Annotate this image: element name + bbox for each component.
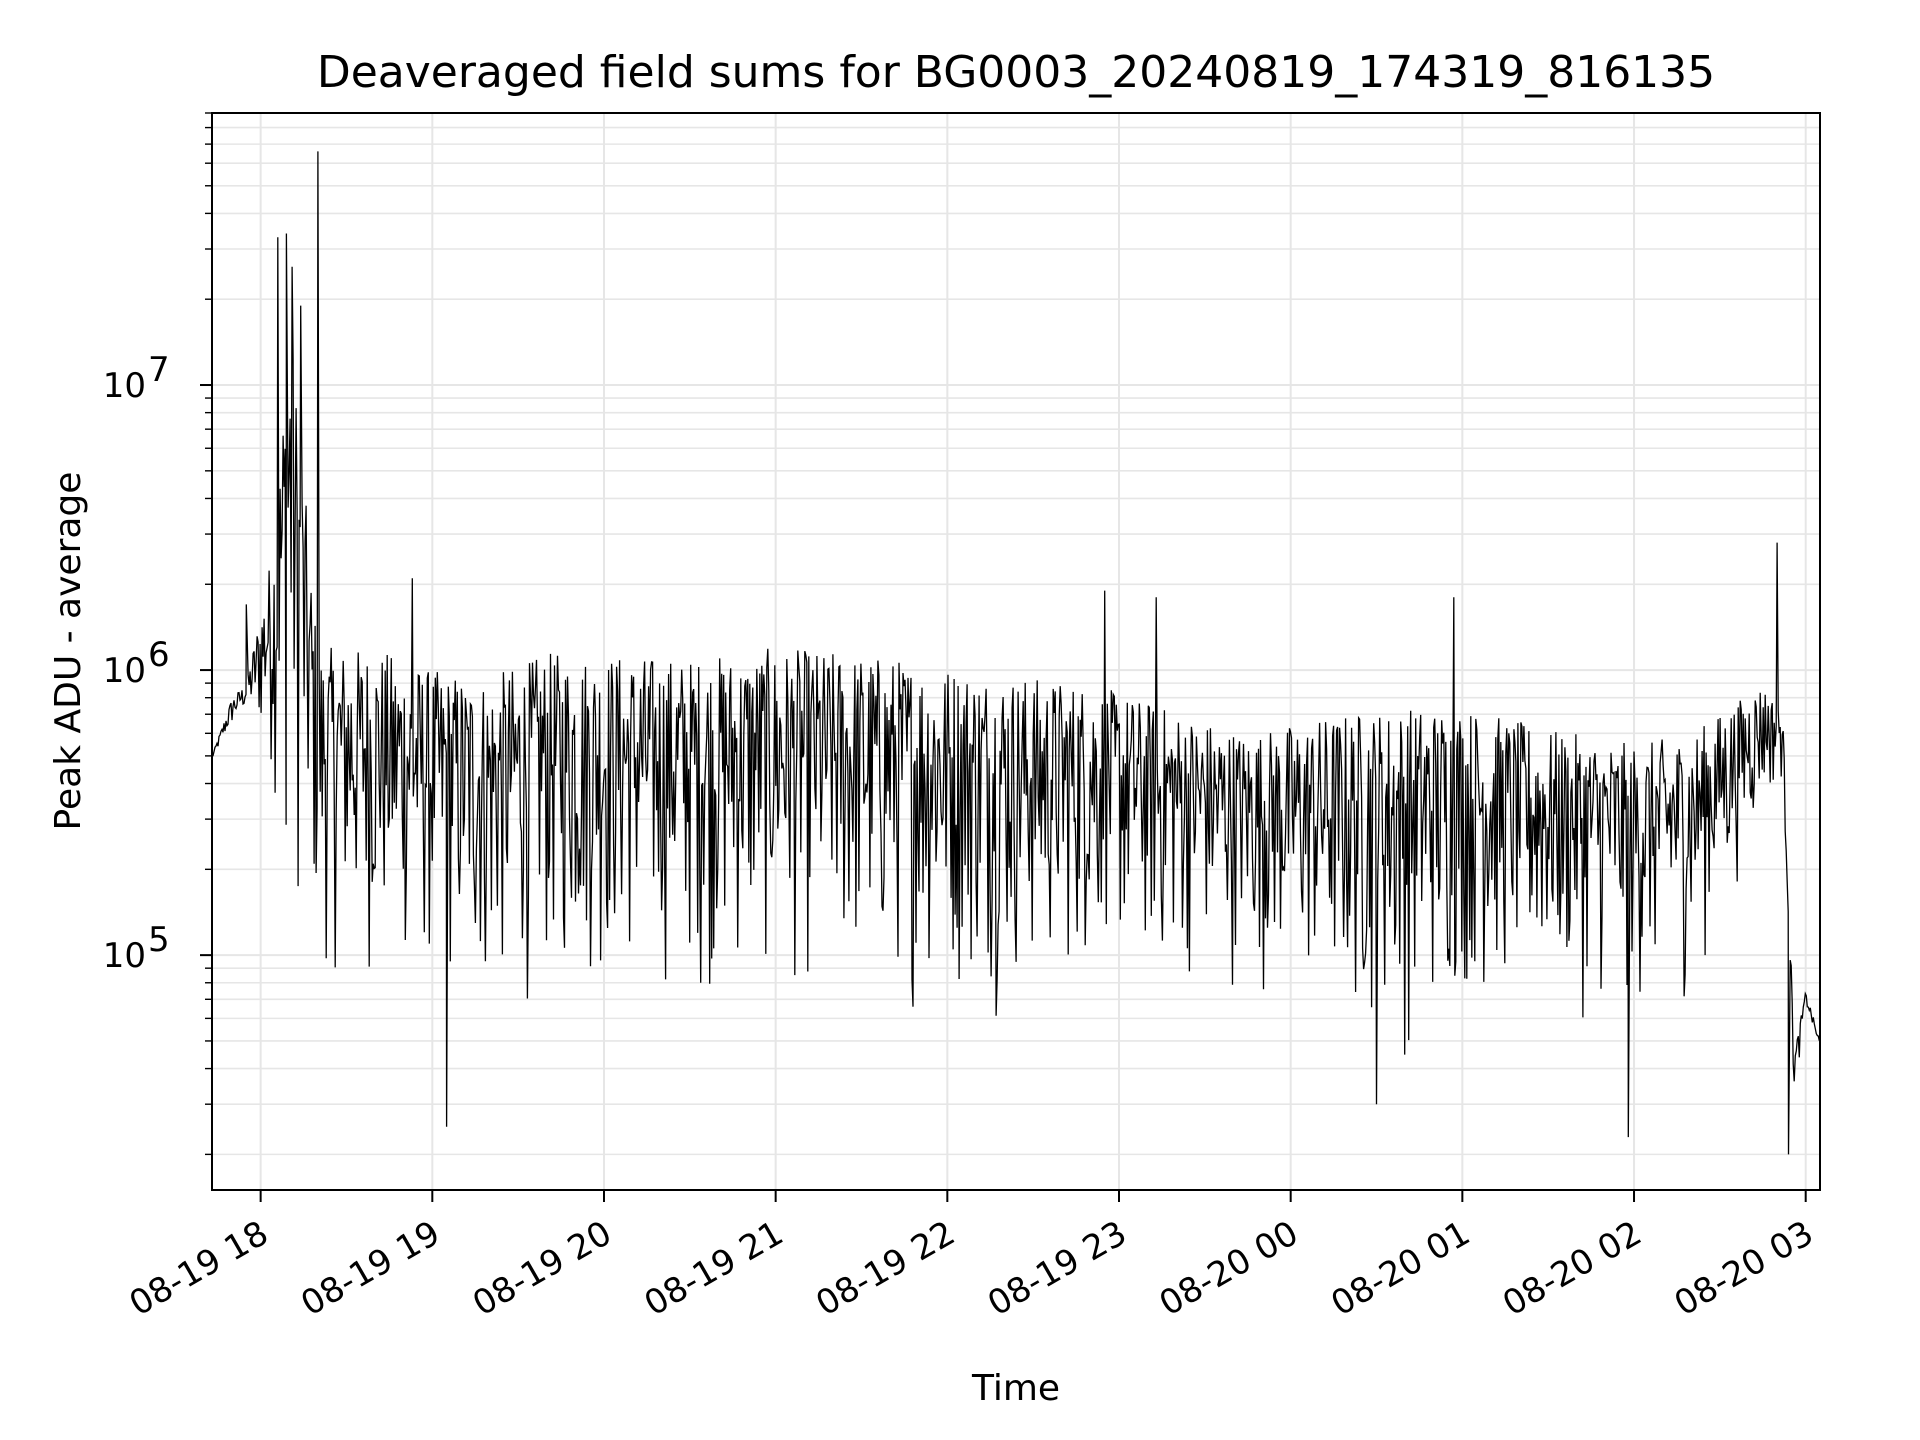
y-tick-exponent: 5 — [148, 920, 170, 960]
y-axis-title: Peak ADU - average — [48, 472, 89, 831]
y-tick-label: 10 — [103, 366, 146, 406]
chart-title: Deaveraged field sums for BG0003_2024081… — [317, 47, 1715, 98]
y-tick-label: 10 — [103, 936, 146, 976]
y-tick-exponent: 6 — [148, 635, 170, 675]
data-layer — [211, 151, 1820, 1155]
series-line — [211, 151, 1820, 1155]
y-tick-exponent: 7 — [148, 350, 170, 390]
x-axis-title: Time — [971, 1368, 1060, 1409]
plot-frame — [211, 112, 1821, 1191]
y-tick-label: 10 — [103, 651, 146, 691]
